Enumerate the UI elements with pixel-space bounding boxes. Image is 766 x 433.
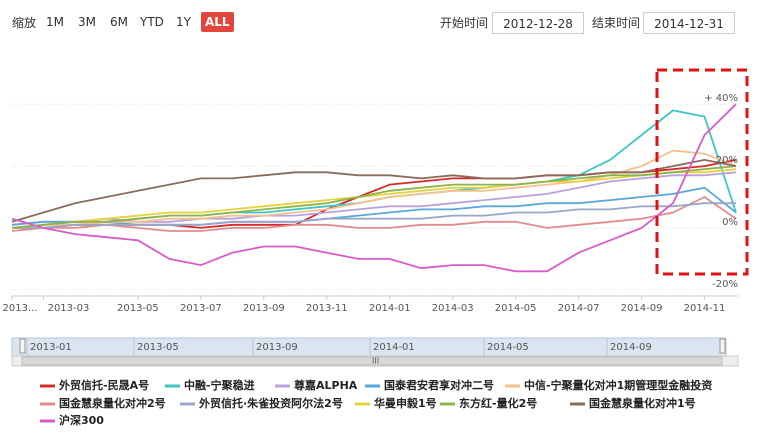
series-line xyxy=(11,168,737,229)
zoom-button[interactable]: 1M xyxy=(46,15,64,29)
series-line xyxy=(11,149,737,229)
navigator-label: 2013-09 xyxy=(256,342,298,353)
x-tick-label: 2013-07 xyxy=(180,303,222,314)
legend-label[interactable]: 沪深300 xyxy=(59,413,104,427)
zoom-button[interactable]: YTD xyxy=(140,15,164,29)
x-tick-label: 2013-05 xyxy=(117,303,159,314)
x-tick-label: 2014-01 xyxy=(369,303,411,314)
y-tick-label: 20% xyxy=(716,155,738,166)
zoom-button[interactable]: 1Y xyxy=(176,15,191,29)
legend-label[interactable]: 国金慧泉量化对冲2号 xyxy=(59,396,166,410)
navigator-label: 2014-01 xyxy=(373,342,415,353)
zoom-label: 缩放 xyxy=(12,16,37,30)
navigator-label: 2013-01 xyxy=(30,342,72,353)
x-tick-label: 2013-03 xyxy=(48,303,90,314)
navigator-handle[interactable] xyxy=(719,338,726,354)
legend-label[interactable]: 外贸信托·朱雀投资阿尔法2号 xyxy=(198,396,343,410)
navigator-label: 2013-05 xyxy=(137,342,179,353)
legend-label[interactable]: 国金慧泉量化对冲1号 xyxy=(589,396,696,410)
navigator-label: 2014-09 xyxy=(610,342,652,353)
highlight-box xyxy=(655,68,749,276)
start-input[interactable]: 2012-12-28 xyxy=(492,12,584,34)
legend-label[interactable]: 尊嘉ALPHA xyxy=(294,378,358,392)
series-line xyxy=(11,109,737,229)
x-tick-label: 2014-09 xyxy=(621,303,663,314)
end-label: 结束时间 xyxy=(592,16,641,30)
navigator-label: 2014-05 xyxy=(487,342,529,353)
plot xyxy=(11,103,738,291)
y-tick-label: -20% xyxy=(712,279,738,290)
y-tick-label: 0% xyxy=(722,217,738,228)
legend-label[interactable]: 外贸信托-民晟A号 xyxy=(58,378,149,392)
x-tick-label: 2014-11 xyxy=(684,303,726,314)
legend-label[interactable]: 国泰君安君享对冲二号 xyxy=(384,378,494,392)
series-line xyxy=(11,195,737,232)
x-tick-label: 2014-05 xyxy=(495,303,537,314)
series-line xyxy=(11,165,737,229)
x-tick-label: 2014-03 xyxy=(432,303,474,314)
legend-label[interactable]: 中融-宁聚稳进 xyxy=(184,378,255,392)
legend-label[interactable]: 华曼申毅1号 xyxy=(374,396,437,410)
legend-label[interactable]: 东方红-量化2号 xyxy=(459,396,537,410)
x-tick-label: 2013-09 xyxy=(243,303,285,314)
scroll-grip: III xyxy=(372,357,379,366)
x-tick-label: 2013... xyxy=(3,303,38,314)
zoom-button[interactable]: 3M xyxy=(78,15,96,29)
x-tick-label: 2014-07 xyxy=(558,303,600,314)
series-line xyxy=(12,202,736,229)
series-line xyxy=(11,103,737,273)
end-input[interactable]: 2014-12-31 xyxy=(643,12,735,34)
scrollbar-thumb[interactable] xyxy=(21,356,723,366)
start-label: 开始时间 xyxy=(440,16,489,30)
zoom-button[interactable]: 6M xyxy=(110,15,128,29)
y-tick-label: + 40% xyxy=(704,93,738,104)
legend-label[interactable]: 中信-宁聚量化对冲1期管理型金融投资 xyxy=(524,378,712,392)
x-tick-label: 2013-11 xyxy=(306,303,348,314)
navigator-handle[interactable] xyxy=(19,338,26,354)
zoom-button[interactable]: ALL xyxy=(201,12,234,32)
series-line xyxy=(11,158,737,223)
